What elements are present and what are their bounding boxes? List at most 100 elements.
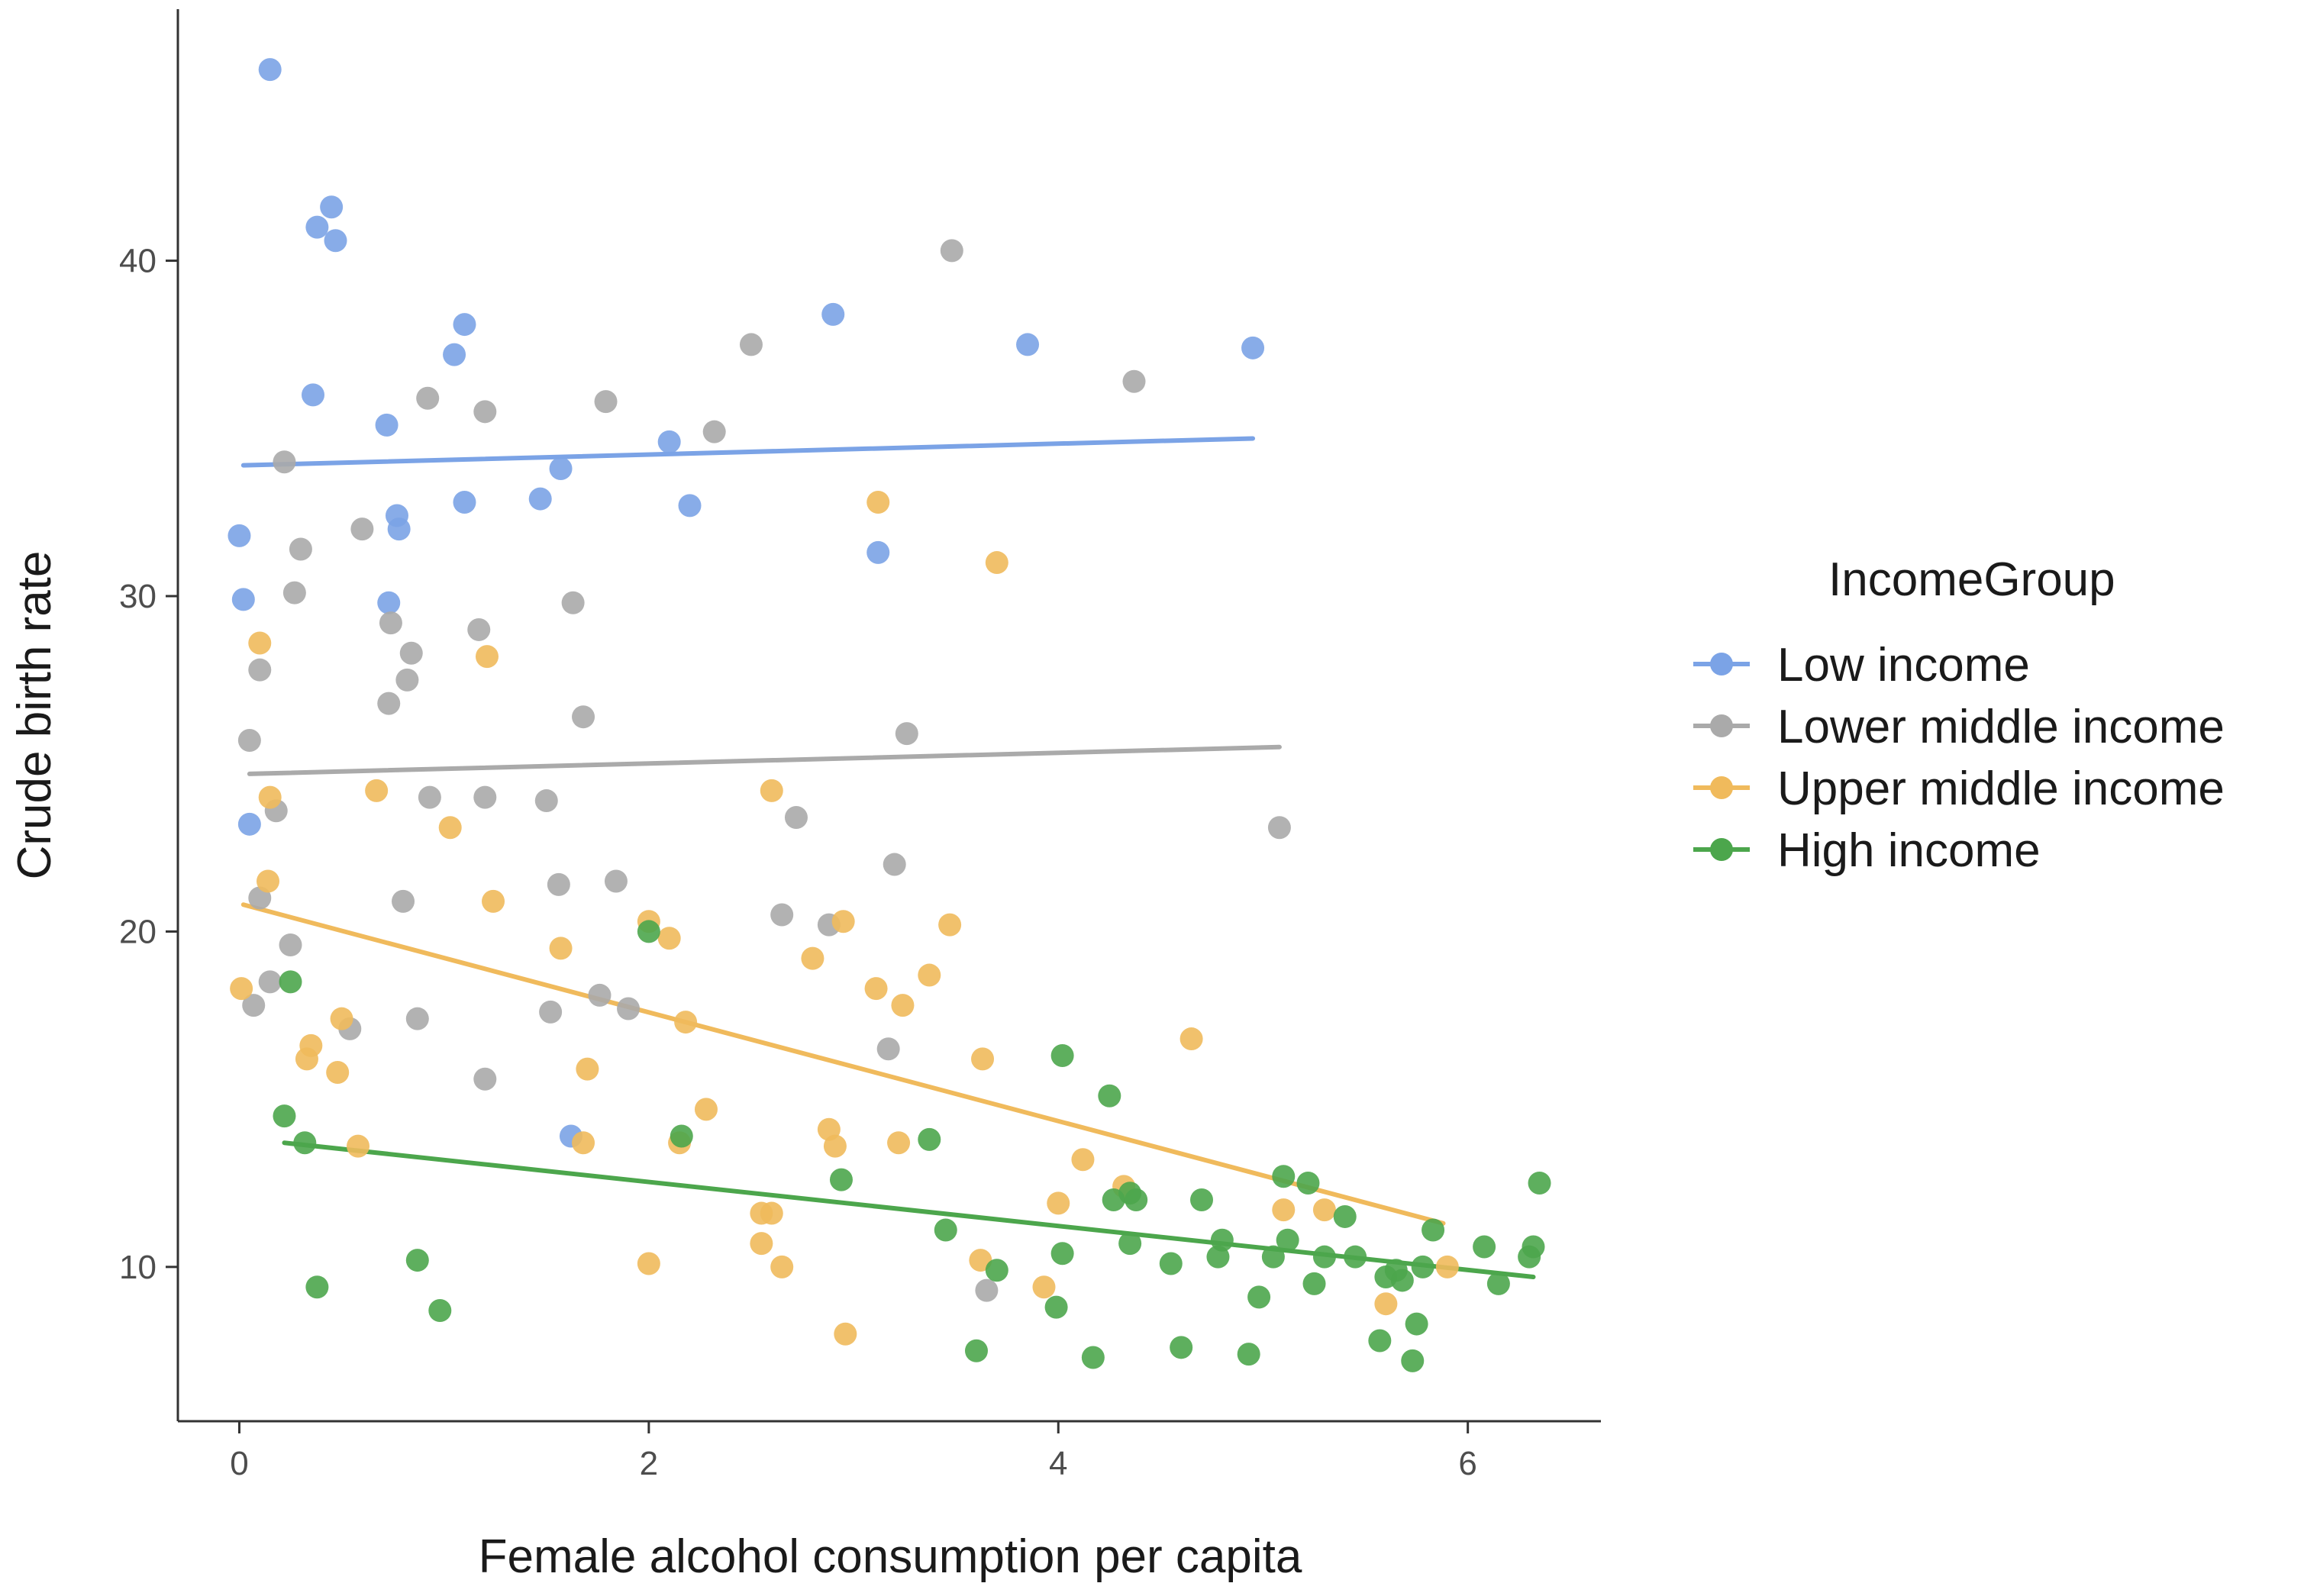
data-point xyxy=(918,963,941,987)
data-point xyxy=(1206,1245,1230,1269)
data-point xyxy=(637,1252,660,1275)
data-point xyxy=(750,1232,773,1256)
data-point xyxy=(467,617,491,641)
series-2-points xyxy=(230,490,1459,1346)
data-point xyxy=(1435,1255,1459,1278)
data-point xyxy=(549,937,573,960)
data-point xyxy=(1473,1235,1496,1259)
data-point xyxy=(934,1218,957,1242)
data-point xyxy=(1267,816,1291,840)
series-3-points xyxy=(273,920,1551,1372)
data-point xyxy=(475,645,499,669)
data-point xyxy=(964,1339,988,1362)
data-point xyxy=(289,537,312,561)
data-point xyxy=(377,591,401,614)
data-point xyxy=(1159,1252,1183,1275)
legend-label: Lower middle income xyxy=(1777,701,2225,753)
data-point xyxy=(702,420,726,443)
data-point xyxy=(279,970,302,994)
data-points xyxy=(228,58,1551,1372)
data-point xyxy=(1241,336,1265,360)
data-point xyxy=(1344,1245,1367,1269)
data-point xyxy=(829,1168,853,1191)
data-point xyxy=(1016,333,1040,356)
data-point xyxy=(326,1060,350,1084)
data-point xyxy=(866,540,890,564)
data-point xyxy=(572,705,595,729)
data-point xyxy=(864,977,888,1001)
data-point xyxy=(1050,1242,1074,1266)
data-point xyxy=(273,450,296,474)
data-point xyxy=(969,1249,992,1272)
data-point xyxy=(784,806,808,830)
data-point xyxy=(876,1037,900,1061)
y-tick-label: 30 xyxy=(119,578,157,615)
series-1-points xyxy=(237,239,1291,1302)
data-point xyxy=(801,946,825,970)
data-point xyxy=(453,490,476,514)
fit-line-series-1 xyxy=(247,744,1282,776)
legend-key-dot xyxy=(1710,653,1733,675)
data-point xyxy=(387,517,411,541)
data-point xyxy=(823,1134,847,1158)
data-point xyxy=(279,933,302,957)
data-point xyxy=(248,658,272,682)
data-point xyxy=(547,872,570,896)
data-point xyxy=(237,812,261,836)
data-point xyxy=(549,457,573,481)
data-point xyxy=(350,517,374,541)
data-point xyxy=(572,1131,595,1155)
legend-key-dot xyxy=(1710,838,1733,861)
data-point xyxy=(1170,1336,1193,1359)
data-point xyxy=(539,1000,563,1024)
data-point xyxy=(770,903,794,927)
data-point xyxy=(248,631,272,655)
series-0-points xyxy=(228,58,1265,1148)
data-point xyxy=(305,1275,329,1299)
data-point xyxy=(821,302,845,326)
legend-key-dot xyxy=(1710,714,1733,737)
data-point xyxy=(1098,1084,1121,1108)
legend-items: Low income Lower middle income Upper middl… xyxy=(1693,639,2225,877)
data-point xyxy=(482,889,505,913)
data-point xyxy=(273,1104,296,1128)
data-point xyxy=(1122,369,1146,393)
legend-item: High income xyxy=(1693,824,2041,877)
data-point xyxy=(1401,1349,1425,1372)
data-point xyxy=(528,487,552,511)
data-point xyxy=(438,816,462,840)
x-ticks: 0 2 4 6 xyxy=(230,1421,1477,1482)
x-tick-label: 4 xyxy=(1049,1445,1067,1482)
data-point xyxy=(1302,1272,1326,1295)
legend-item: Lower middle income xyxy=(1693,701,2225,753)
axes xyxy=(176,9,1601,1423)
data-point xyxy=(971,1047,995,1071)
fit-line-series-2 xyxy=(240,902,1446,1226)
data-point xyxy=(443,343,466,366)
data-point xyxy=(1276,1228,1299,1252)
data-point xyxy=(473,400,497,424)
data-point xyxy=(295,1047,318,1071)
data-point xyxy=(1486,1272,1510,1295)
legend: IncomeGroup Low income Lower middle incom… xyxy=(1693,553,2225,877)
data-point xyxy=(473,785,497,809)
data-point xyxy=(258,785,282,809)
data-point xyxy=(739,333,763,356)
data-point xyxy=(985,551,1008,575)
data-point xyxy=(375,413,399,437)
data-point xyxy=(257,869,280,893)
data-point xyxy=(330,1007,353,1030)
data-point xyxy=(895,722,918,746)
data-point xyxy=(453,313,476,337)
data-point xyxy=(1081,1346,1105,1369)
data-point xyxy=(258,58,282,82)
data-point xyxy=(760,779,783,802)
data-point xyxy=(1422,1218,1445,1242)
data-point xyxy=(985,1259,1008,1282)
x-tick-label: 6 xyxy=(1458,1445,1476,1482)
data-point xyxy=(975,1278,999,1302)
legend-key-dot xyxy=(1710,776,1733,799)
data-point xyxy=(1272,1165,1296,1188)
data-point xyxy=(405,1249,429,1272)
